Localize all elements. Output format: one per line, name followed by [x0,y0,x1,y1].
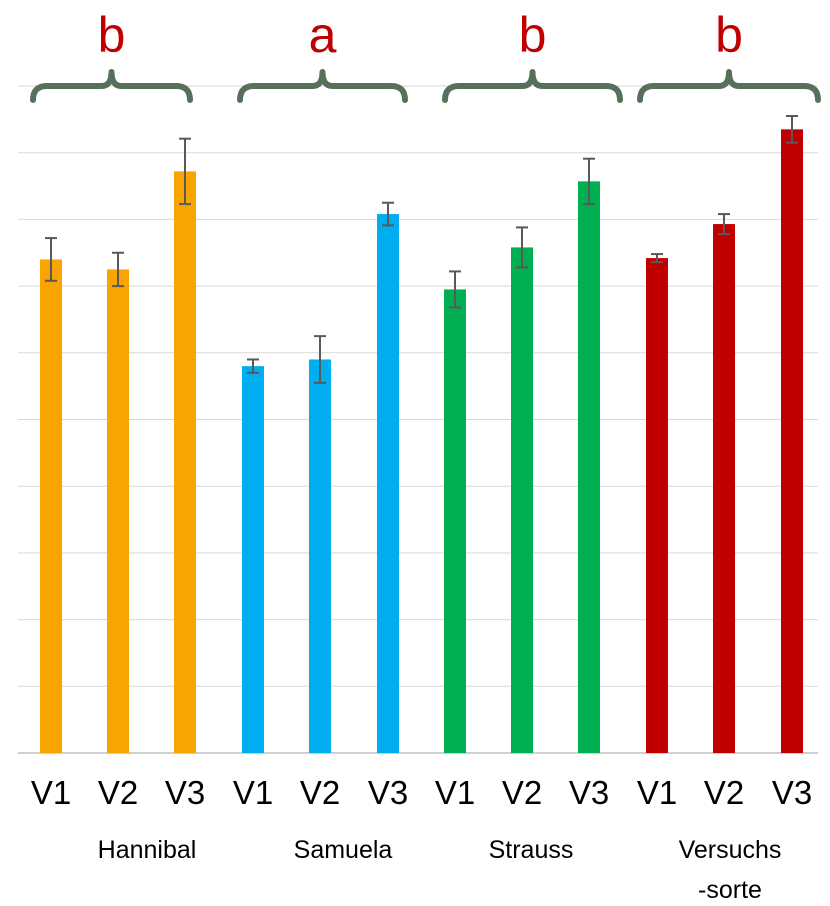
x-tick-label: V1 [233,774,273,811]
bar-samuela-v2 [309,359,331,753]
x-tick-label: V2 [300,774,340,811]
bar-strauss-v3 [578,181,600,754]
bar-versuchs-sorte-v2 [713,224,735,754]
x-tick-label: V3 [772,774,812,811]
x-tick-label: V3 [569,774,609,811]
bar-strauss-v2 [511,247,533,753]
significance-bracket [237,69,408,103]
group-label: Versuchs [679,836,782,864]
group-label: Samuela [294,836,393,864]
group-label: Hannibal [98,836,197,864]
x-tick-label: V2 [704,774,744,811]
bar-samuela-v3 [377,214,399,754]
x-tick-label: V1 [435,774,475,811]
bar-versuchs-sorte-v3 [781,129,803,754]
significance-bracket [442,69,623,103]
bar-versuchs-sorte-v1 [646,258,668,753]
group-label: Strauss [489,836,574,864]
x-tick-label: V2 [502,774,542,811]
x-tick-label: V1 [31,774,71,811]
significance-letter: a [309,7,337,63]
significance-bracket [637,69,821,103]
x-tick-label: V1 [637,774,677,811]
significance-letter: b [98,7,126,63]
group-label: -sorte [698,876,762,904]
bar-hannibal-v2 [107,269,129,753]
x-tick-label: V3 [368,774,408,811]
significance-letter: b [519,7,547,63]
significance-bracket [30,69,193,103]
bar-hannibal-v3 [174,171,196,754]
x-tick-label: V2 [98,774,138,811]
bar-samuela-v1 [242,366,264,753]
bar-hannibal-v1 [40,259,62,753]
x-tick-label: V3 [165,774,205,811]
significance-letter: b [715,7,743,63]
bar-strauss-v1 [444,289,466,753]
